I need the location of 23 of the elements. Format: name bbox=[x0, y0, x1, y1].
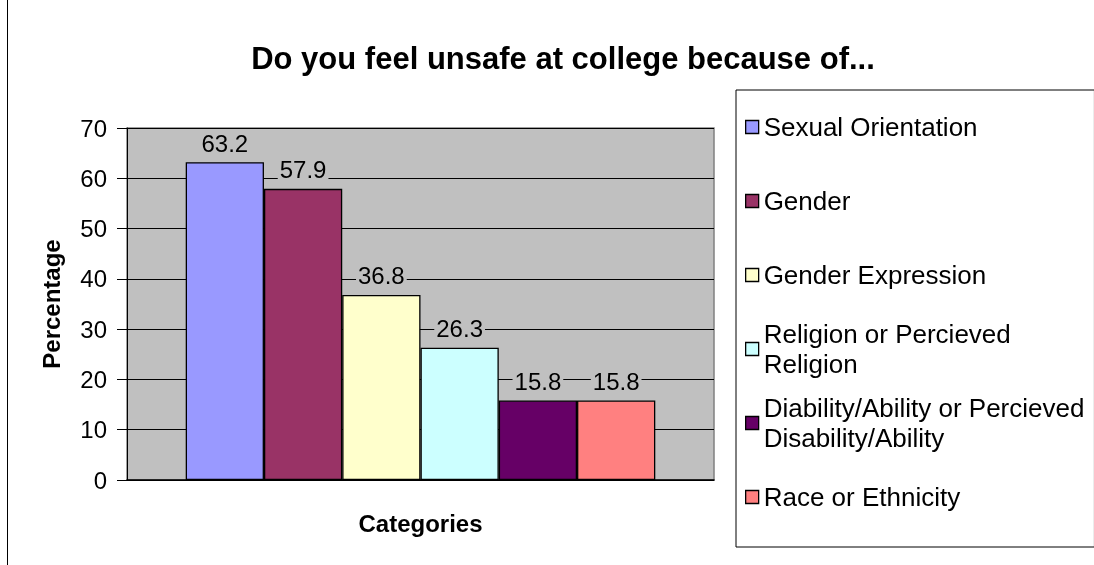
y-axis-title: Percentage bbox=[37, 239, 65, 369]
y-tick-label: 70 bbox=[80, 114, 107, 142]
y-tick-label: 0 bbox=[93, 466, 107, 494]
y-tick-label: 10 bbox=[80, 416, 107, 444]
legend-label: Religion or Percieved Religion bbox=[763, 319, 1011, 379]
y-tick-label: 20 bbox=[80, 365, 107, 393]
legend-label: Diability/Ability or Percieved Disability/Ability bbox=[763, 393, 1085, 453]
y-tick-label: 30 bbox=[80, 315, 107, 343]
x-axis-title: Categories bbox=[358, 509, 483, 537]
data-label: 36.8 bbox=[358, 262, 405, 290]
chart-title: Do you feel unsafe at college because of... bbox=[251, 41, 875, 76]
legend-label: Gender Expression bbox=[763, 260, 987, 290]
legend-label: Sexual Orientation bbox=[763, 112, 978, 142]
legend-label: Race or Ethnicity bbox=[763, 482, 961, 512]
data-label: 57.9 bbox=[279, 156, 327, 184]
y-tick-label: 40 bbox=[80, 265, 107, 293]
data-label: 15.8 bbox=[514, 368, 562, 396]
data-label: 15.8 bbox=[592, 368, 640, 396]
y-tick-label: 50 bbox=[80, 215, 107, 243]
legend-label: Gender bbox=[763, 186, 851, 216]
y-tick-label: 60 bbox=[80, 164, 107, 192]
data-label: 63.2 bbox=[201, 129, 249, 157]
data-label: 26.3 bbox=[436, 315, 483, 343]
